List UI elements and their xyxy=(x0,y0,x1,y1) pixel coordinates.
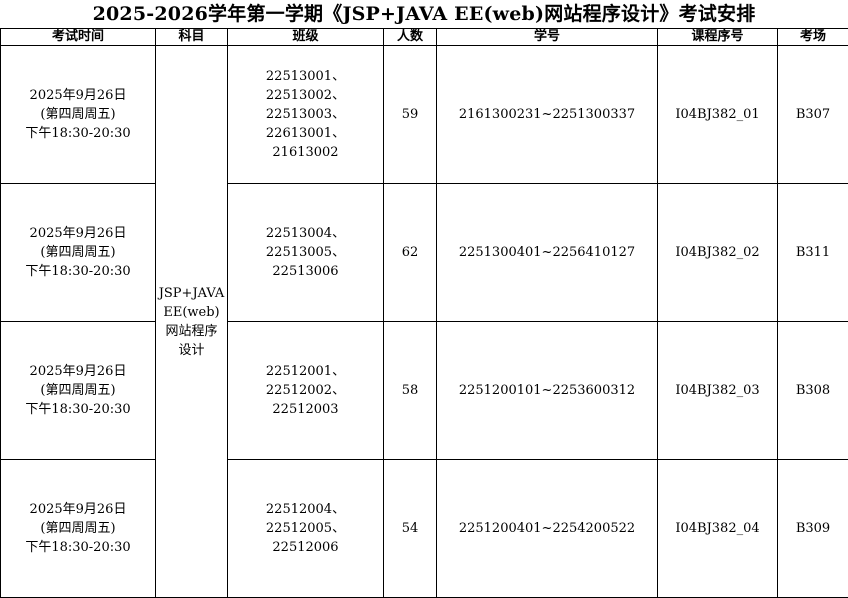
count-cell: 54 xyxy=(383,459,437,598)
text-line: 设计 xyxy=(178,342,205,358)
header-room: 考场 xyxy=(777,28,848,46)
page-title: 2025-2026学年第一学期《JSP+JAVA EE(web)网站程序设计》考… xyxy=(92,3,756,25)
text-line: 22512005、 xyxy=(265,521,346,536)
text-line: (第四周周五) xyxy=(40,521,116,536)
text-line: 22512001、 xyxy=(265,364,346,379)
table-row: 2025年9月26日 (第四周周五) 下午18:30-20:30 JSP+JAVA EE… xyxy=(0,45,848,598)
text-line: 22513003、 xyxy=(265,107,346,122)
text-line: 2025年9月26日 xyxy=(29,364,127,379)
text-line: (第四周周五) xyxy=(40,245,116,260)
text-line: EE(web) xyxy=(163,304,220,320)
text-line: 22512004、 xyxy=(265,502,346,517)
text-line: 下午18:30-20:30 xyxy=(25,126,131,141)
header-time: 考试时间 xyxy=(0,28,156,46)
text-line: 22512006 xyxy=(272,540,339,555)
class-cell: 22512004、 22512005、 22512006 xyxy=(227,459,384,598)
text-line: 22512003 xyxy=(272,402,339,417)
table-row: 2025年9月26日 (第四周周五) 下午18:30-20:30 22512001、 2… xyxy=(0,321,848,460)
text-line: 2025年9月26日 xyxy=(29,226,127,241)
text-line: 下午18:30-20:30 xyxy=(25,540,131,555)
text-line: 2025年9月26日 xyxy=(29,88,127,103)
text-line: 下午18:30-20:30 xyxy=(25,264,131,279)
count-cell: 62 xyxy=(383,183,437,322)
header-row: 考试时间 科目 班级 人数 学号 课程序号 考场 xyxy=(0,28,848,46)
text-line: 22513004、 xyxy=(265,226,346,241)
text-line: 22513001、 xyxy=(265,69,346,84)
room-cell: B307 xyxy=(777,45,848,184)
text-line: (第四周周五) xyxy=(40,107,116,122)
text-line: 2025年9月26日 xyxy=(29,502,127,517)
text-line: 22512002、 xyxy=(265,383,346,398)
text-line: 22513002、 xyxy=(265,88,346,103)
table-row: 2025年9月26日 (第四周周五) 下午18:30-20:30 22512004、 2… xyxy=(0,459,848,598)
exam-time-cell: 2025年9月26日 (第四周周五) 下午18:30-20:30 xyxy=(0,321,156,460)
header-class: 班级 xyxy=(227,28,384,46)
student-id-cell: 2251300401~2256410127 xyxy=(436,183,658,322)
header-course-no: 课程序号 xyxy=(657,28,778,46)
room-cell: B308 xyxy=(777,321,848,460)
header-student-id: 学号 xyxy=(436,28,658,46)
course-no-cell: I04BJ382_03 xyxy=(657,321,778,460)
exam-schedule-table: 考试时间 科目 班级 人数 学号 课程序号 考场 2025年9月26日 (第四周周… xyxy=(0,28,848,598)
room-cell: B309 xyxy=(777,459,848,598)
count-cell: 58 xyxy=(383,321,437,460)
text-line: 22513006 xyxy=(272,264,339,279)
course-no-cell: I04BJ382_01 xyxy=(657,45,778,184)
text-line: 22613001、 xyxy=(265,126,346,141)
student-id-cell: 2161300231~2251300337 xyxy=(436,45,658,184)
exam-time-cell: 2025年9月26日 (第四周周五) 下午18:30-20:30 xyxy=(0,459,156,598)
header-subject: 科目 xyxy=(155,28,228,46)
exam-time-cell: 2025年9月26日 (第四周周五) 下午18:30-20:30 xyxy=(0,183,156,322)
text-line: 21613002 xyxy=(272,145,339,160)
table-row: 2025年9月26日 (第四周周五) 下午18:30-20:30 22513004、 2… xyxy=(0,183,848,322)
text-line: 22513005、 xyxy=(265,245,346,260)
class-cell: 22513001、 22513002、 22513003、 22613001、 2161… xyxy=(227,45,384,184)
header-count: 人数 xyxy=(383,28,437,46)
text-line: JSP+JAVA xyxy=(158,285,225,301)
count-cell: 59 xyxy=(383,45,437,184)
student-id-cell: 2251200401~2254200522 xyxy=(436,459,658,598)
course-no-cell: I04BJ382_04 xyxy=(657,459,778,598)
class-cell: 22512001、 22512002、 22512003 xyxy=(227,321,384,460)
room-cell: B311 xyxy=(777,183,848,322)
subject-cell: JSP+JAVA EE(web) 网站程序设计 xyxy=(155,45,228,598)
text-line: 网站程序 xyxy=(165,323,218,339)
class-cell: 22513004、 22513005、 22513006 xyxy=(227,183,384,322)
text-line: 下午18:30-20:30 xyxy=(25,402,131,417)
exam-time-cell: 2025年9月26日 (第四周周五) 下午18:30-20:30 xyxy=(0,45,156,184)
text-line: (第四周周五) xyxy=(40,383,116,398)
student-id-cell: 2251200101~2253600312 xyxy=(436,321,658,460)
course-no-cell: I04BJ382_02 xyxy=(657,183,778,322)
